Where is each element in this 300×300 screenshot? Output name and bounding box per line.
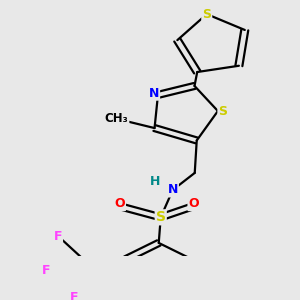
Text: S: S <box>156 210 166 224</box>
Text: S: S <box>202 8 211 21</box>
Text: O: O <box>114 197 125 210</box>
Text: F: F <box>42 264 50 277</box>
Text: O: O <box>188 197 199 210</box>
Text: CH₃: CH₃ <box>105 112 128 125</box>
Text: F: F <box>70 291 78 300</box>
Text: N: N <box>149 87 159 100</box>
Text: N: N <box>167 184 178 196</box>
Text: H: H <box>149 175 160 188</box>
Text: S: S <box>218 104 227 118</box>
Text: F: F <box>54 230 62 243</box>
